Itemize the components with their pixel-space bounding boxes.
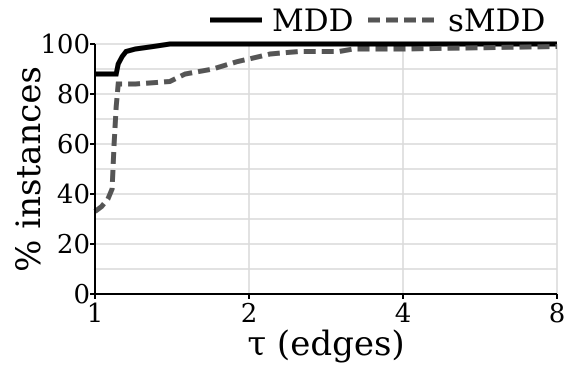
legend-label-smdd: sMDD (448, 3, 545, 39)
x-tick-label: 1 (87, 299, 104, 329)
y-tick-label: 20 (57, 230, 90, 260)
series-line-mdd (95, 41, 557, 77)
legend-label-mdd: MDD (272, 3, 353, 39)
y-tick-label: 80 (57, 80, 90, 110)
y-tick-label: 60 (57, 130, 90, 160)
axes (90, 43, 558, 299)
x-axis-title: τ (edges) (247, 324, 404, 364)
y-axis-title: % instances (9, 66, 49, 272)
y-tick-label: 100 (40, 30, 90, 60)
series-line-smdd (93, 44, 558, 214)
legend: MDD sMDD (210, 3, 545, 39)
y-tick-label: 40 (57, 180, 90, 210)
x-tick-label: 4 (395, 299, 412, 329)
tick-labels: 0 20 40 60 80 100 1 2 4 8 (40, 30, 565, 329)
y-tick-label: 0 (73, 280, 90, 310)
x-tick-label: 8 (549, 299, 566, 329)
series-lines (93, 41, 558, 214)
x-tick-label: 2 (241, 299, 258, 329)
